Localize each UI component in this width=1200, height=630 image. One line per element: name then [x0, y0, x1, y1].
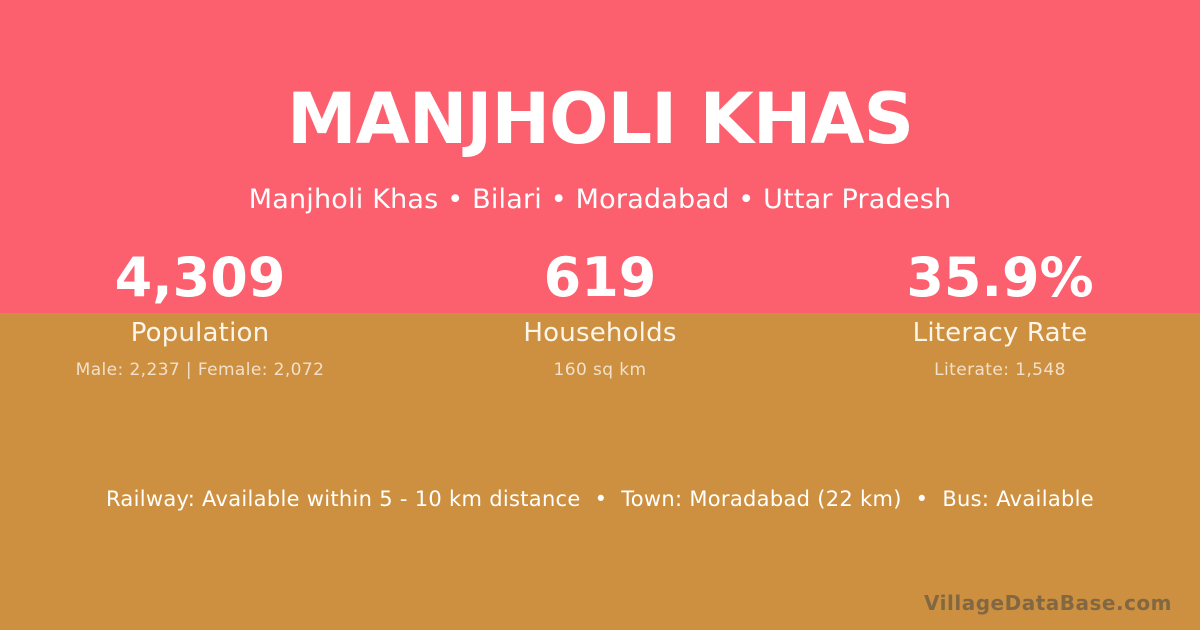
page-title: MANJHOLI KHAS [287, 78, 914, 160]
population-value: 4,309 [114, 246, 286, 309]
population-label: Population [130, 318, 270, 348]
stat-households: 619 Households 160 sq km [400, 246, 800, 381]
population-detail: Male: 2,237 | Female: 2,072 [75, 360, 325, 380]
breadcrumb: Manjholi Khas • Bilari • Moradabad • Utt… [248, 184, 952, 215]
literacy-rate-value: 35.9% [906, 246, 1094, 309]
header-band [0, 0, 1200, 313]
stats-row: 4,309 Population Male: 2,237 | Female: 2… [0, 246, 1200, 381]
stat-literacy-rate: 35.9% Literacy Rate Literate: 1,548 [800, 246, 1200, 381]
facilities-info: Railway: Available within 5 - 10 km dist… [106, 487, 1094, 511]
households-detail: 160 sq km [553, 360, 647, 380]
literacy-rate-label: Literacy Rate [912, 318, 1088, 348]
literacy-rate-detail: Literate: 1,548 [934, 360, 1066, 380]
stat-population: 4,309 Population Male: 2,237 | Female: 2… [0, 246, 400, 381]
watermark: VillageDataBase.com [924, 591, 1172, 615]
households-label: Households [523, 318, 677, 348]
households-value: 619 [543, 246, 657, 309]
